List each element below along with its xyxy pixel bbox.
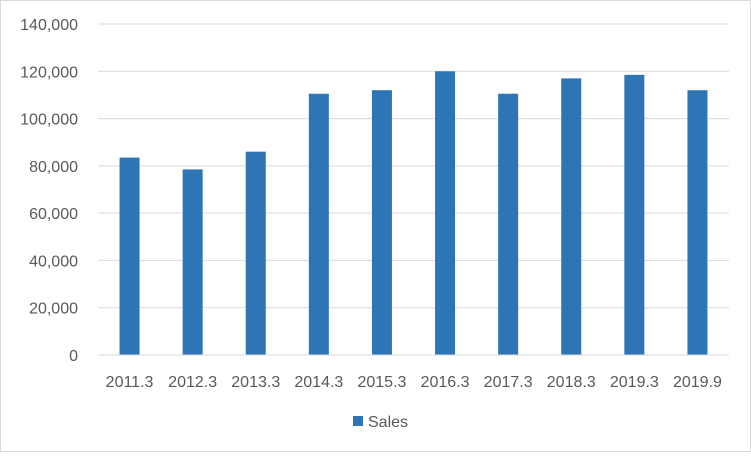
x-tick-label: 2016.3: [421, 374, 470, 391]
y-tick-label: 100,000: [20, 112, 78, 129]
bar-2013.3: [245, 151, 266, 355]
x-tick-label: 2019.3: [610, 374, 659, 391]
x-tick-label: 2017.3: [484, 374, 533, 391]
x-tick-label: 2012.3: [168, 374, 217, 391]
bar-2014.3: [308, 93, 329, 355]
bar-2012.3: [182, 169, 203, 355]
bar-2015.3: [371, 90, 392, 355]
y-tick-label: 0: [69, 348, 78, 365]
bar-2017.3: [498, 93, 519, 355]
y-tick-label: 120,000: [20, 64, 78, 81]
legend-label-sales: Sales: [368, 414, 408, 431]
y-axis-tick-labels: 0 20,000 40,000 60,000 80,000 100,000 120,000 1…: [20, 17, 78, 365]
x-tick-label: 2018.3: [547, 374, 596, 391]
legend-swatch-sales: [353, 416, 363, 426]
y-tick-label: 140,000: [20, 17, 78, 34]
x-tick-label: 2014.3: [294, 374, 343, 391]
gridlines: [98, 23, 729, 309]
x-tick-label: 2015.3: [357, 374, 406, 391]
x-tick-label: 2013.3: [231, 374, 280, 391]
x-axis-tick-labels: 2011.3 2012.3 2013.3 2014.3 2015.3 2016.3 2017…: [106, 374, 722, 391]
bars: [119, 71, 708, 356]
x-tick-label: 2011.3: [106, 374, 154, 391]
y-tick-label: 20,000: [29, 301, 78, 318]
y-tick-label: 40,000: [29, 253, 78, 270]
y-tick-label: 60,000: [29, 206, 78, 223]
y-tick-label: 80,000: [29, 159, 78, 176]
x-tick-label: 2019.9: [673, 374, 722, 391]
bar-2011.3: [119, 157, 140, 355]
legend: Sales: [353, 414, 408, 431]
bar-2019.9: [687, 90, 708, 355]
bar-2019.3: [624, 74, 645, 355]
bar-2018.3: [561, 78, 582, 355]
bar-2016.3: [435, 71, 456, 356]
